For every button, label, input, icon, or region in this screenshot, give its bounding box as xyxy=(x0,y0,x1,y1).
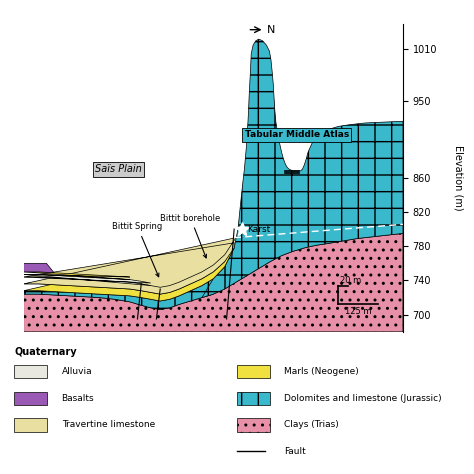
Text: Tabular Middle Atlas: Tabular Middle Atlas xyxy=(245,130,349,139)
Y-axis label: Elevation (m): Elevation (m) xyxy=(454,145,464,210)
Bar xyxy=(14,392,47,405)
Text: Travertine limestone: Travertine limestone xyxy=(62,420,155,429)
Text: Marls (Neogene): Marls (Neogene) xyxy=(284,367,359,376)
Text: Dolomites and limestone (Jurassic): Dolomites and limestone (Jurassic) xyxy=(284,394,442,403)
Bar xyxy=(237,418,270,431)
Bar xyxy=(14,365,47,378)
Text: Quaternary: Quaternary xyxy=(14,347,77,357)
Text: Karst: Karst xyxy=(247,225,271,234)
Polygon shape xyxy=(24,233,403,332)
Bar xyxy=(237,365,270,378)
Text: Saïs Plain: Saïs Plain xyxy=(95,164,142,174)
Bar xyxy=(14,418,47,431)
Text: Fault: Fault xyxy=(284,447,306,456)
Polygon shape xyxy=(24,237,236,294)
Text: Clays (Trias): Clays (Trias) xyxy=(284,420,339,429)
Text: 125 m: 125 m xyxy=(345,307,372,316)
Text: 20 m: 20 m xyxy=(340,276,362,285)
Text: Bittit borehole: Bittit borehole xyxy=(160,214,221,258)
Polygon shape xyxy=(24,243,234,301)
Bar xyxy=(237,392,270,405)
Polygon shape xyxy=(24,272,130,280)
Polygon shape xyxy=(24,279,213,310)
Polygon shape xyxy=(24,264,54,273)
Polygon shape xyxy=(24,274,151,286)
Text: Alluvia: Alluvia xyxy=(62,367,92,376)
Text: Basalts: Basalts xyxy=(62,394,94,403)
Polygon shape xyxy=(202,39,403,298)
Text: N: N xyxy=(266,25,275,35)
Text: Bittit Spring: Bittit Spring xyxy=(112,222,163,277)
